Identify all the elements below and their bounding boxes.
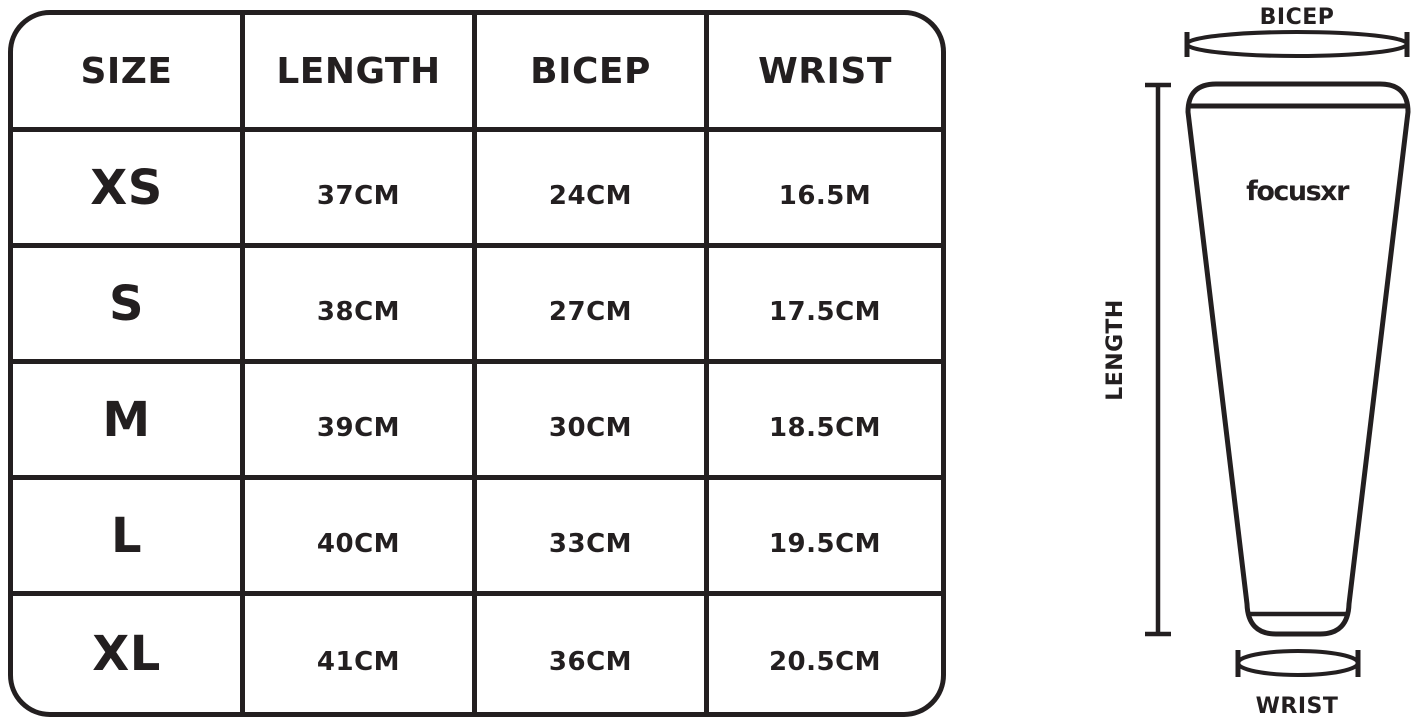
cell-s-size: S xyxy=(13,248,245,364)
wrist-label: WRIST xyxy=(1256,694,1339,719)
header-bicep: BICEP xyxy=(477,15,709,132)
brand-logo: focusxr xyxy=(1246,176,1350,207)
cell-m-size: M xyxy=(13,364,245,480)
bicep-label: BICEP xyxy=(1260,5,1335,30)
sleeve-measurement-diagram: BICEP LENGTH focusxr xyxy=(1100,0,1412,722)
sleeve-diagram-svg: BICEP LENGTH focusxr xyxy=(1103,5,1411,719)
header-length: LENGTH xyxy=(245,15,477,132)
header-wrist: WRIST xyxy=(709,15,941,132)
cell-s-bicep: 27CM xyxy=(477,248,709,364)
cell-xl-length: 41CM xyxy=(245,596,477,712)
cell-l-length: 40CM xyxy=(245,480,477,596)
cell-xs-length: 37CM xyxy=(245,132,477,248)
bicep-measure xyxy=(1184,30,1410,58)
cell-xs-wrist: 16.5M xyxy=(709,132,941,248)
cell-xl-wrist: 20.5CM xyxy=(768,647,882,677)
bicep-ellipse xyxy=(1185,30,1409,58)
cell-s-length: 38CM xyxy=(245,248,477,364)
wrist-ellipse xyxy=(1236,649,1360,677)
length-measure xyxy=(1145,82,1171,637)
cell-m-length: 39CM xyxy=(245,364,477,480)
cell-m-bicep: 30CM xyxy=(477,364,709,480)
sleeve-outline xyxy=(1185,81,1411,637)
header-size: SIZE xyxy=(13,15,245,132)
cell-l-bicep: 33CM xyxy=(477,480,709,596)
cell-xl-size: XL xyxy=(13,596,245,712)
cell-xs-size: XS xyxy=(13,132,245,248)
cell-xs-bicep: 24CM xyxy=(477,132,709,248)
cell-l-wrist: 19.5CM xyxy=(709,480,941,596)
cell-s-wrist: 17.5CM xyxy=(709,248,941,364)
size-table: SIZE LENGTH BICEP WRIST XS 37CM 24CM 16.… xyxy=(8,10,946,717)
cell-xl-bicep: 36CM xyxy=(477,596,709,712)
cell-m-wrist: 18.5CM xyxy=(709,364,941,480)
wrist-measure xyxy=(1235,649,1361,677)
length-label: LENGTH xyxy=(1103,299,1128,401)
cell-l-size: L xyxy=(13,480,245,596)
